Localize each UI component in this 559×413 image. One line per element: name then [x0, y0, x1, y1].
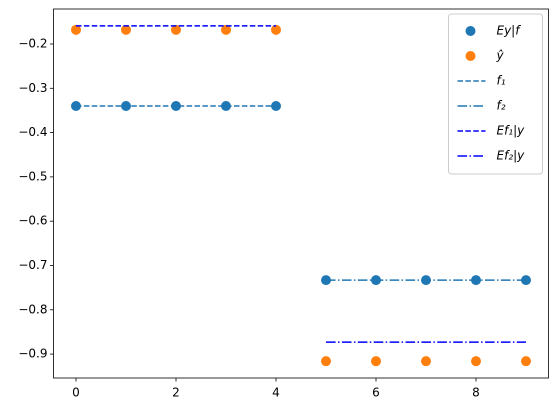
y-tick-label: −0.8 [18, 302, 47, 316]
legend-label: ŷ [496, 49, 505, 63]
y-tick-label: −0.2 [18, 36, 47, 50]
point [371, 356, 381, 367]
point [321, 356, 331, 367]
legend-label: f₂ [497, 99, 506, 113]
legend-marker [465, 51, 476, 61]
legend-marker [465, 26, 476, 36]
x-tick-label: 2 [172, 386, 180, 400]
y-tick-label: −0.4 [18, 125, 47, 139]
legend-label: Ey|f [497, 24, 522, 38]
point [221, 101, 231, 112]
legend-box [448, 13, 543, 175]
point [221, 24, 231, 35]
axes-frame [53, 8, 549, 379]
point [71, 24, 81, 35]
x-tick-label: 8 [472, 386, 480, 400]
point [521, 356, 531, 367]
y-tick-label: −0.9 [18, 347, 47, 361]
y-tick-label: −0.3 [18, 81, 47, 95]
legend-label: f₁ [497, 74, 506, 88]
point [471, 356, 481, 367]
y-tick-label: −0.6 [18, 214, 47, 228]
x-tick-label: 6 [372, 386, 380, 400]
point [271, 24, 281, 35]
point [121, 24, 131, 35]
x-tick-label: 0 [72, 386, 80, 400]
y-tick-label: −0.5 [18, 169, 47, 183]
point [421, 356, 431, 367]
point [171, 24, 181, 35]
legend-label: Ef₁|y [497, 124, 526, 138]
y-tick-label: −0.7 [18, 258, 47, 272]
x-tick-label: 4 [272, 386, 280, 400]
legend-label: Ef₂|y [497, 149, 526, 163]
